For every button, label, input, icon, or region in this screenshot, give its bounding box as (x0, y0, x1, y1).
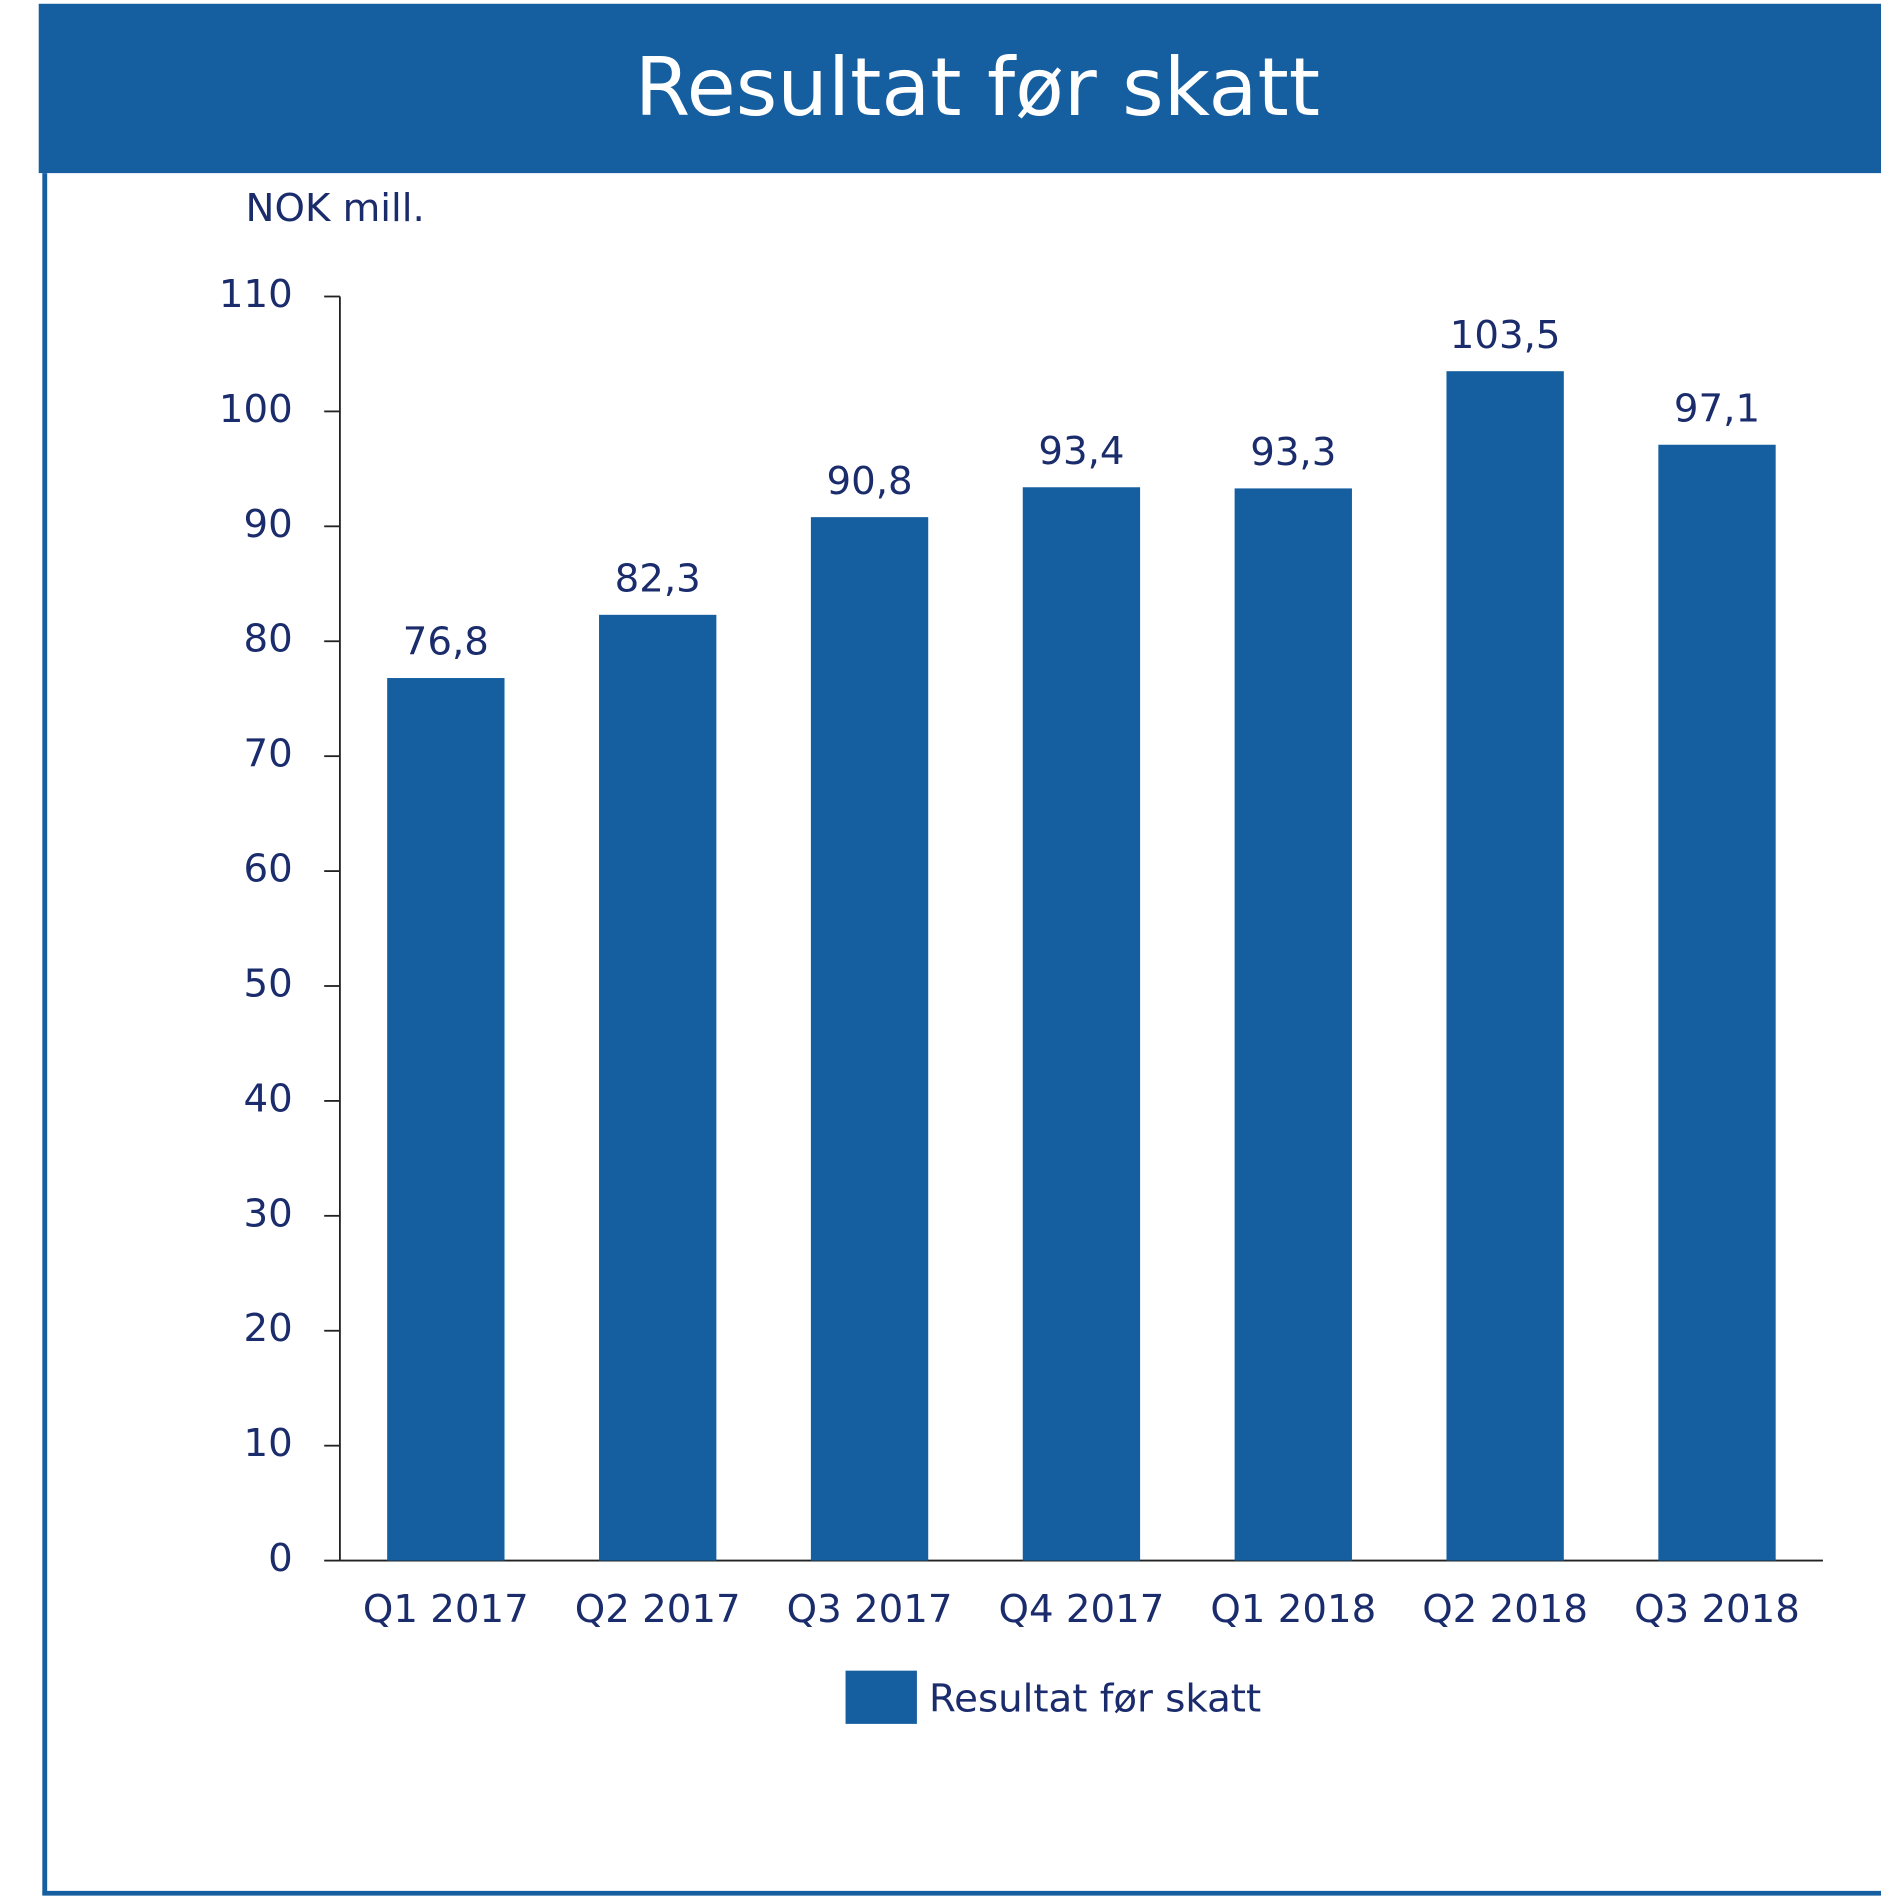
y-tick-label: 100 (219, 387, 293, 432)
x-tick-label: Q1 2018 (1210, 1587, 1376, 1632)
y-tick-label: 80 (244, 617, 293, 662)
bar (1234, 488, 1352, 1561)
x-tick-label: Q1 2017 (363, 1587, 529, 1632)
x-tick-label: Q2 2018 (1422, 1587, 1588, 1632)
y-tick-label: 30 (244, 1191, 293, 1236)
value-label: 103,5 (1450, 313, 1561, 358)
bar (387, 678, 505, 1561)
bar (810, 517, 929, 1561)
bar (1446, 371, 1564, 1561)
value-label: 82,3 (615, 556, 701, 601)
legend-label: Resultat før skatt (929, 1676, 1261, 1721)
x-tick-label: Q2 2017 (575, 1587, 741, 1632)
y-tick-label: 70 (244, 732, 293, 777)
y-tick-label: 20 (244, 1306, 293, 1351)
y-tick-label: 90 (244, 502, 293, 547)
bar (1022, 487, 1141, 1561)
bar (1658, 444, 1776, 1561)
chart-title: Resultat før skatt (635, 41, 1320, 134)
value-label: 93,3 (1250, 430, 1336, 475)
x-tick-label: Q3 2018 (1634, 1587, 1800, 1632)
y-axis-label: NOK mill. (246, 186, 425, 231)
x-tick-label: Q4 2017 (999, 1587, 1165, 1632)
y-tick-label: 60 (244, 847, 293, 892)
header-bar (38, 3, 1881, 174)
value-label: 90,8 (826, 459, 912, 504)
value-label: 97,1 (1674, 386, 1760, 431)
bar (599, 614, 717, 1561)
y-tick-label: 50 (244, 961, 293, 1006)
x-tick-label: Q3 2017 (787, 1587, 953, 1632)
legend-swatch (845, 1670, 917, 1724)
value-label: 76,8 (403, 620, 489, 665)
y-tick-label: 0 (268, 1536, 293, 1581)
y-tick-label: 110 (219, 272, 293, 317)
value-label: 93,4 (1038, 429, 1124, 474)
y-tick-label: 40 (244, 1076, 293, 1121)
y-tick-label: 10 (244, 1421, 293, 1466)
